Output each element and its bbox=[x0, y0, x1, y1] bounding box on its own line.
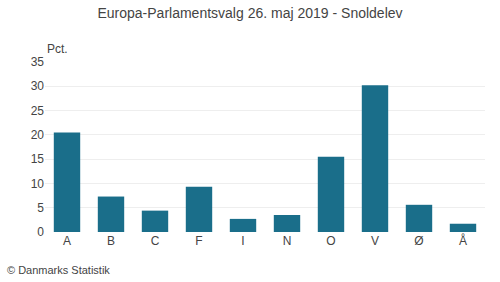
svg-text:F: F bbox=[195, 234, 202, 248]
svg-text:A: A bbox=[63, 234, 71, 248]
svg-text:30: 30 bbox=[31, 79, 45, 93]
svg-text:5: 5 bbox=[37, 201, 44, 215]
svg-text:© Danmarks Statistik: © Danmarks Statistik bbox=[7, 264, 110, 276]
svg-text:Å: Å bbox=[459, 233, 467, 248]
svg-text:Ø: Ø bbox=[414, 234, 423, 248]
svg-text:15: 15 bbox=[31, 152, 45, 166]
svg-text:V: V bbox=[371, 234, 379, 248]
svg-text:C: C bbox=[151, 234, 160, 248]
svg-text:B: B bbox=[107, 234, 115, 248]
svg-text:20: 20 bbox=[31, 128, 45, 142]
svg-text:35: 35 bbox=[31, 55, 45, 69]
svg-text:0: 0 bbox=[37, 225, 44, 239]
svg-text:O: O bbox=[326, 234, 335, 248]
svg-text:10: 10 bbox=[31, 177, 45, 191]
svg-text:I: I bbox=[241, 234, 244, 248]
svg-text:Pct.: Pct. bbox=[47, 42, 68, 56]
svg-text:Europa-Parlamentsvalg 26. maj: Europa-Parlamentsvalg 26. maj 2019 - Sno… bbox=[97, 5, 402, 21]
svg-text:N: N bbox=[283, 234, 292, 248]
svg-text:25: 25 bbox=[31, 104, 45, 118]
